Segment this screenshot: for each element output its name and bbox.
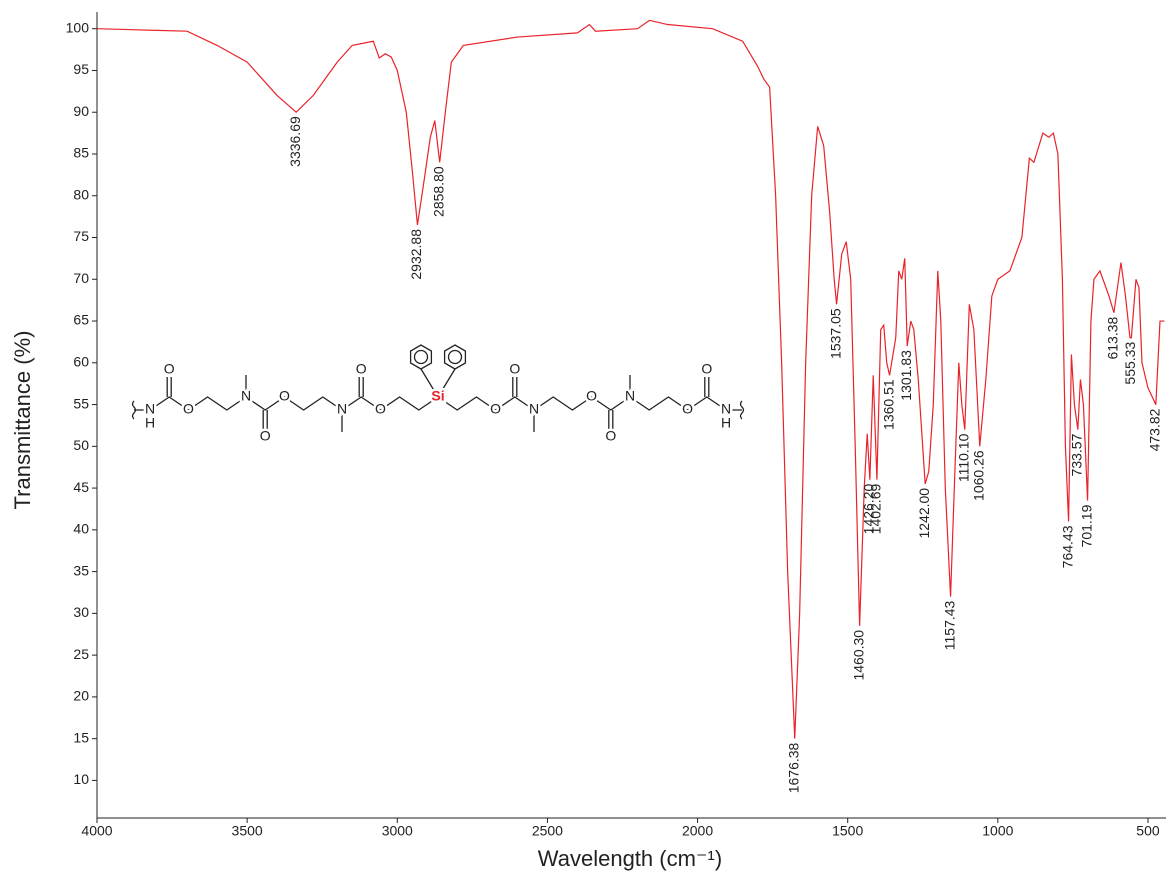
peak-label: 764.43 — [1059, 525, 1075, 568]
atom-label: O — [586, 388, 597, 404]
y-axis-title: Transmittance (%) — [10, 331, 35, 510]
peak-label: 1676.38 — [785, 742, 801, 793]
y-tick-label: 90 — [73, 103, 89, 119]
atom-label: O — [356, 361, 367, 377]
peak-label: 1537.05 — [827, 308, 843, 359]
peak-label: 1060.26 — [970, 450, 986, 501]
y-tick-label: 60 — [73, 354, 89, 370]
peak-label: 2932.88 — [408, 229, 424, 280]
atom-label: O — [279, 388, 290, 404]
wavy-bond — [739, 400, 745, 420]
y-tick-label: 70 — [73, 270, 89, 286]
y-tick-label: 20 — [73, 688, 89, 704]
y-tick-label: 45 — [73, 479, 89, 495]
y-tick-label: 55 — [73, 395, 89, 411]
y-tick-label: 75 — [73, 228, 89, 244]
peak-label: 733.57 — [1069, 433, 1085, 476]
x-tick-label: 2500 — [532, 823, 563, 839]
peak-label: 1426.20 — [861, 484, 877, 535]
atom-label: H — [145, 415, 155, 431]
x-tick-label: 4000 — [81, 823, 112, 839]
atom-label: O — [509, 361, 520, 377]
y-tick-label: 85 — [73, 145, 89, 161]
peak-label: 1110.10 — [955, 433, 971, 482]
atom-label: O — [260, 428, 271, 444]
wavy-bond — [131, 400, 137, 420]
atom-label: N — [625, 388, 635, 404]
peak-label: 1460.30 — [850, 630, 866, 681]
x-tick-label: 3500 — [232, 823, 263, 839]
x-tick-label: 2000 — [682, 823, 713, 839]
y-tick-label: 100 — [66, 19, 90, 35]
y-tick-label: 10 — [73, 771, 89, 787]
x-tick-label: 1500 — [832, 823, 863, 839]
phenyl-ring — [409, 344, 433, 370]
peak-label: 2858.80 — [430, 166, 446, 217]
peak-label: 1157.43 — [941, 600, 957, 650]
y-tick-label: 65 — [73, 312, 89, 328]
atom-label: O — [164, 361, 175, 377]
y-tick-label: 30 — [73, 604, 89, 620]
peak-label: 3336.69 — [287, 116, 303, 167]
y-tick-label: 15 — [73, 729, 89, 745]
bond — [420, 368, 439, 398]
atom-label: Si — [431, 388, 444, 404]
y-tick-label: 25 — [73, 646, 89, 662]
atom-label: N — [241, 388, 251, 404]
atom-label: O — [682, 401, 693, 417]
spectrum-line — [96, 19, 1165, 739]
phenyl-ring — [443, 344, 467, 370]
phenyl-aromatic — [447, 349, 463, 365]
x-axis-title: Wavelength (cm⁻¹) — [538, 846, 722, 871]
atom-label: H — [721, 415, 731, 431]
atom-label: O — [490, 401, 501, 417]
atom-label: O — [183, 401, 194, 417]
atom-label: N — [721, 401, 731, 417]
peak-label: 473.82 — [1147, 408, 1163, 451]
phenyl-aromatic — [413, 349, 429, 365]
peak-label: 1402.69 — [868, 484, 884, 535]
atom-label: O — [375, 401, 386, 417]
peak-label: 613.38 — [1105, 316, 1121, 359]
atom-label: O — [701, 361, 712, 377]
peak-label: 701.19 — [1078, 504, 1094, 547]
atom-label: N — [145, 401, 155, 417]
x-tick-label: 3000 — [382, 823, 413, 839]
atom-label: N — [337, 401, 347, 417]
peak-label: 1242.00 — [916, 488, 932, 539]
x-tick-label: 1000 — [982, 823, 1013, 839]
y-tick-label: 35 — [73, 562, 89, 578]
atom-label: O — [605, 428, 616, 444]
peak-label: 555.33 — [1122, 342, 1138, 385]
y-tick-label: 95 — [73, 61, 89, 77]
x-tick-label: 500 — [1136, 823, 1160, 839]
peak-label: 1301.83 — [898, 350, 914, 401]
bond — [437, 368, 456, 398]
y-tick-label: 40 — [73, 521, 89, 537]
peak-label: 1360.51 — [880, 379, 896, 430]
atom-label: N — [529, 401, 539, 417]
y-tick-label: 80 — [73, 186, 89, 202]
y-tick-label: 50 — [73, 437, 89, 453]
